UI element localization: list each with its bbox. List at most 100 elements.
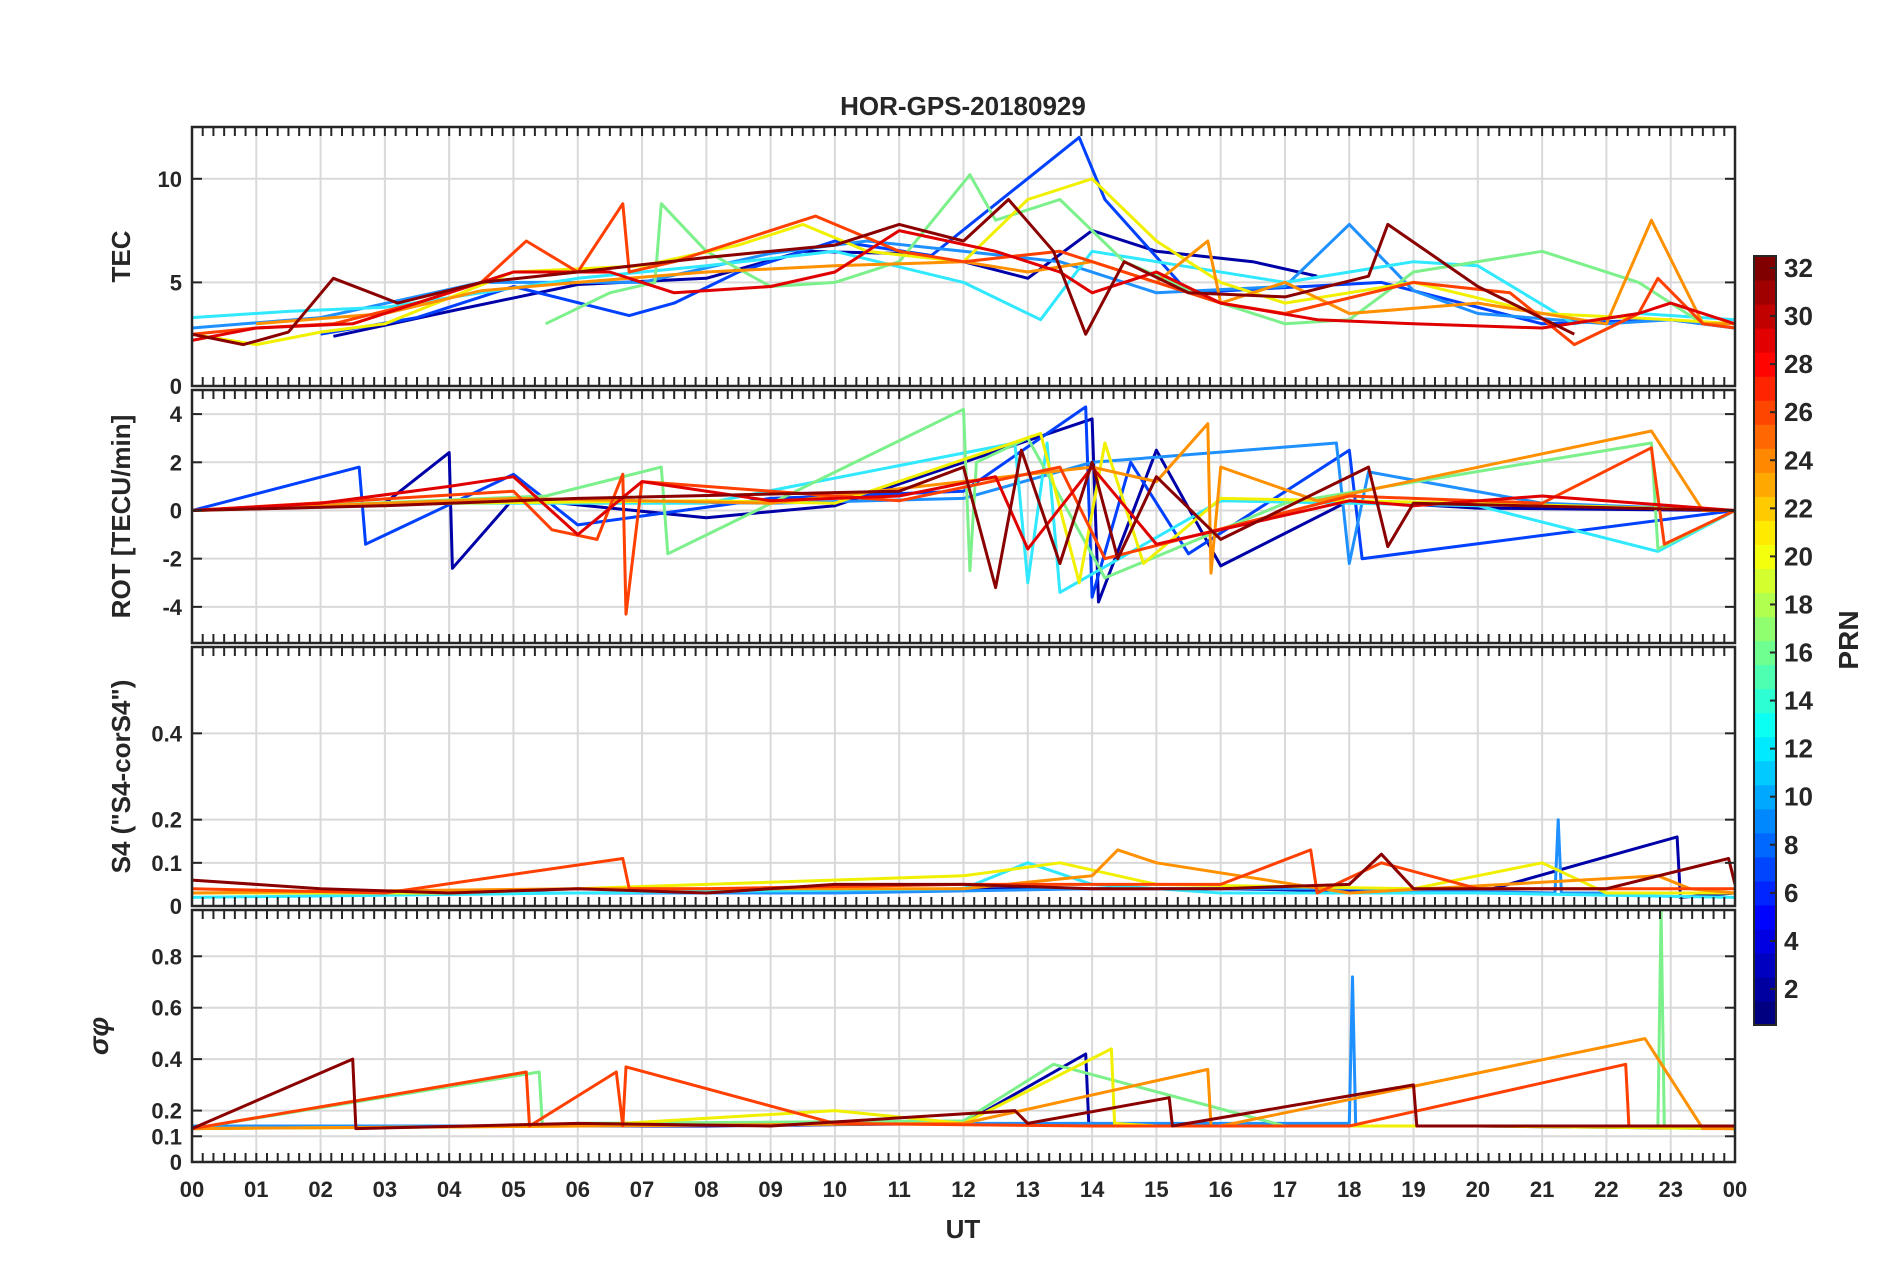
colorbar-segment bbox=[1754, 592, 1776, 618]
x-tick-label: 01 bbox=[244, 1177, 268, 1202]
colorbar-segment bbox=[1754, 760, 1776, 786]
minor-ticks bbox=[191, 390, 1736, 643]
series-prn-23 bbox=[256, 218, 1735, 326]
colorbar-segment bbox=[1754, 664, 1776, 690]
x-tick-label: 02 bbox=[308, 1177, 332, 1202]
series-prn-2 bbox=[192, 417, 1735, 604]
panel-ROT: -4 -2 0 2 4 ROT [TECU/min] bbox=[106, 388, 1737, 645]
colorbar-segment bbox=[1754, 784, 1776, 810]
colorbar-label: PRN bbox=[1833, 610, 1864, 669]
x-tick-labels: 00 01 02 03 04 05 06 07 08 09 10 11 12 13 14 15 16 17 18 19… bbox=[180, 1177, 1747, 1202]
series-prn-14 bbox=[192, 441, 1735, 594]
colorbar-segment bbox=[1754, 832, 1776, 858]
x-tick-label: 07 bbox=[630, 1177, 654, 1202]
colorbar-segment bbox=[1754, 1000, 1776, 1026]
y-tick-label: 4 bbox=[170, 402, 183, 427]
panel-sigma_phi: 00.10.2 0.4 0.6 0.8 σφ bbox=[83, 908, 1737, 1175]
y-tick-label: -2 bbox=[162, 547, 182, 572]
colorbar-tick-label: 14 bbox=[1784, 686, 1813, 716]
colorbar-segment bbox=[1754, 856, 1776, 882]
y-tick-label: 5 bbox=[170, 270, 182, 295]
colorbar-tick-label: 24 bbox=[1784, 445, 1813, 475]
colorbar-segment bbox=[1754, 256, 1776, 281]
series-prn-29 bbox=[192, 465, 1735, 551]
series-prn-26 bbox=[192, 446, 1735, 616]
x-tick-label: 17 bbox=[1273, 1177, 1297, 1202]
y-tick-label: 0.4 bbox=[151, 721, 182, 746]
colorbar-segment bbox=[1754, 952, 1776, 978]
series-prn-26 bbox=[192, 848, 1735, 895]
colorbar-tick-label: 20 bbox=[1784, 541, 1813, 571]
series-group bbox=[192, 405, 1735, 616]
series-prn-23 bbox=[192, 422, 1735, 575]
x-tick-label: 00 bbox=[180, 1177, 204, 1202]
colorbar-segment bbox=[1754, 280, 1776, 305]
series-prn-6 bbox=[320, 135, 1735, 336]
x-tick-label: 03 bbox=[373, 1177, 397, 1202]
colorbar-tick-label: 12 bbox=[1784, 734, 1813, 764]
colorbar-tick-label: 10 bbox=[1784, 782, 1813, 812]
colorbar-segment bbox=[1754, 520, 1776, 545]
colorbar-tick-label: 18 bbox=[1784, 589, 1813, 619]
colorbar-segment bbox=[1754, 568, 1776, 594]
series-prn-26 bbox=[192, 1062, 1735, 1131]
y-tick-label: 2 bbox=[170, 450, 182, 475]
x-tick-label: 20 bbox=[1466, 1177, 1490, 1202]
colorbar-segment bbox=[1754, 688, 1776, 714]
colorbar-tick-label: 28 bbox=[1784, 349, 1813, 379]
series-group bbox=[192, 135, 1735, 347]
colorbar-segment bbox=[1754, 496, 1776, 521]
colorbar-segment bbox=[1754, 976, 1776, 1002]
colorbar-segment bbox=[1754, 808, 1776, 834]
x-tick-label: 08 bbox=[694, 1177, 718, 1202]
figure-title: HOR-GPS-20180929 bbox=[840, 91, 1086, 121]
x-tick-label: 05 bbox=[501, 1177, 525, 1202]
colorbar-segment bbox=[1754, 400, 1776, 425]
series-prn-31 bbox=[192, 198, 1575, 347]
colorbar-tick-label: 22 bbox=[1784, 493, 1813, 523]
y-tick-label: 0 bbox=[170, 498, 182, 523]
colorbar-tick-label: 6 bbox=[1784, 878, 1798, 908]
series-prn-6 bbox=[192, 405, 1735, 599]
x-tick-label: 00 bbox=[1723, 1177, 1747, 1202]
series-prn-20 bbox=[192, 1047, 1735, 1131]
y-tick-label: 0 bbox=[170, 1150, 182, 1175]
colorbar-segment bbox=[1754, 376, 1776, 401]
colorbar-segment bbox=[1754, 712, 1776, 738]
y-tick-label: 0.6 bbox=[151, 996, 182, 1021]
series-prn-17 bbox=[544, 173, 1704, 326]
colorbar-segment bbox=[1754, 640, 1776, 666]
y-axis-label-S4: S4 ("S4-corS4") bbox=[106, 680, 136, 874]
colorbar-segment bbox=[1754, 304, 1776, 329]
series-prn-17 bbox=[192, 407, 1735, 580]
series-prn-31 bbox=[192, 1057, 1735, 1131]
colorbar-tick-label: 32 bbox=[1784, 253, 1813, 283]
y-tick-label: 0.1 bbox=[151, 851, 182, 876]
colorbar-segment bbox=[1754, 544, 1776, 570]
x-tick-label: 09 bbox=[758, 1177, 782, 1202]
x-tick-label: 23 bbox=[1658, 1177, 1682, 1202]
colorbar-tick-label: 26 bbox=[1784, 397, 1813, 427]
colorbar-segment bbox=[1754, 328, 1776, 353]
x-tick-label: 06 bbox=[566, 1177, 590, 1202]
colorbar-segment bbox=[1754, 448, 1776, 473]
x-tick-label: 12 bbox=[951, 1177, 975, 1202]
colorbar-segment bbox=[1754, 616, 1776, 642]
y-tick-label: 0 bbox=[170, 374, 182, 399]
series-prn-31 bbox=[192, 448, 1735, 590]
colorbar-segment bbox=[1754, 904, 1776, 930]
minor-ticks bbox=[191, 127, 1736, 386]
x-tick-label: 22 bbox=[1594, 1177, 1618, 1202]
y-tick-label: 0.1 bbox=[151, 1124, 182, 1149]
y-axis-label-sigma_phi: σφ bbox=[83, 1017, 114, 1055]
colorbar-segment bbox=[1754, 928, 1776, 954]
colorbar-tick-label: 4 bbox=[1784, 926, 1799, 956]
colorbar-segment bbox=[1754, 736, 1776, 762]
minor-ticks bbox=[191, 647, 1736, 906]
x-tick-label: 16 bbox=[1208, 1177, 1232, 1202]
x-tick-label: 10 bbox=[823, 1177, 847, 1202]
y-tick-label: 0.4 bbox=[151, 1047, 182, 1072]
